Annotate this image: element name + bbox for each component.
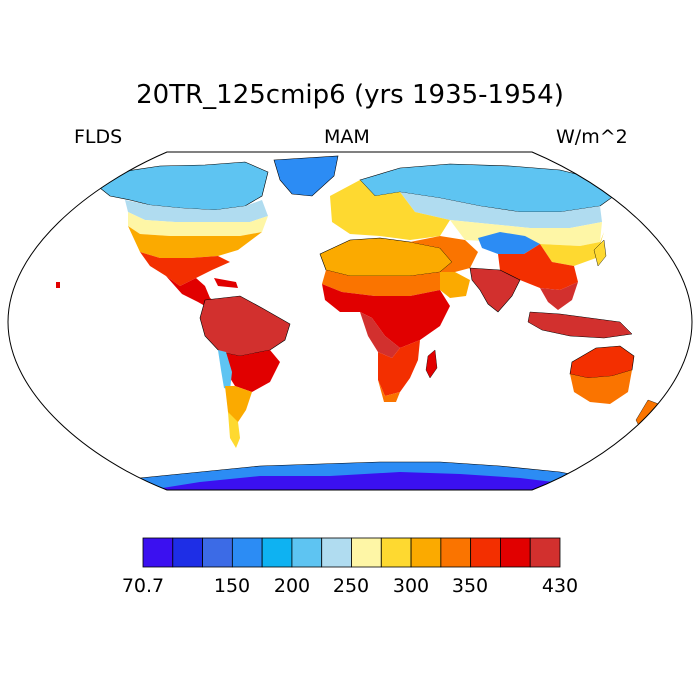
colorbar-box [202, 537, 233, 568]
north-america-mid-region [128, 212, 268, 236]
colorbar-tick-label: 250 [332, 575, 370, 597]
colorbar-tick-label: 150 [213, 575, 251, 597]
central-africa-region [322, 284, 450, 348]
colorbar [142, 537, 561, 568]
south-america-north-region [199, 295, 291, 357]
cape-region [378, 380, 400, 402]
greenland-region [273, 155, 339, 197]
colorbar-box [410, 537, 442, 568]
caribbean-region [214, 278, 238, 288]
australia-south-region [570, 370, 632, 404]
sahara-region [322, 270, 440, 296]
southern-africa-region [378, 340, 420, 396]
colorbar-tick-label: 70.7 [121, 575, 165, 597]
colorbar-tick-label: 430 [541, 575, 579, 597]
colorbar-tick-label: 300 [392, 575, 430, 597]
siberia-region [400, 192, 602, 228]
north-america-arctic-region [99, 161, 269, 211]
madagascar-region [425, 349, 438, 379]
china-region [498, 244, 578, 290]
north-america-south-region [140, 252, 230, 286]
globe-outline [7, 151, 693, 491]
colorbar-box [142, 537, 174, 568]
colorbar-box [529, 537, 561, 568]
andes-region [218, 350, 232, 390]
season-label: MAM [324, 126, 370, 148]
colorbar-box [380, 537, 412, 568]
middle-east-region [410, 236, 478, 272]
indonesia-region [527, 311, 633, 339]
colorbar-box [291, 537, 323, 568]
equatorial-africa-region [360, 312, 400, 358]
plot-title: 20TR_125cmip6 (yrs 1935-1954) [136, 80, 564, 110]
new-zealand-region [635, 399, 665, 429]
patagonia-region [228, 412, 240, 448]
europe-region [330, 180, 450, 240]
north-america-north-region [125, 200, 268, 222]
units-label: W/m^2 [556, 126, 628, 148]
colorbar-box [261, 537, 293, 568]
japan-region [593, 239, 607, 267]
colorbar-box [440, 537, 472, 568]
east-asia-region [540, 232, 604, 266]
north-america-central-region [128, 226, 262, 258]
india-region [469, 267, 521, 313]
arabia-region [440, 272, 470, 298]
colorbar-box [470, 537, 501, 568]
colorbar-tick-label: 350 [451, 575, 489, 597]
antarctica-interior-region [150, 472, 570, 490]
variable-label: FLDS [74, 126, 123, 148]
colorbar-box [321, 537, 352, 568]
colorbar-box [500, 537, 531, 568]
colorbar-box [172, 537, 203, 568]
colorbar-tick-label: 200 [273, 575, 311, 597]
colorbar-box [231, 537, 263, 568]
hawaii-region [56, 282, 60, 288]
colorbar-box [351, 537, 382, 568]
southeast-asia-region [540, 282, 578, 310]
tibet-region [478, 232, 540, 254]
south-america-mid-region [220, 350, 280, 392]
land-regions [56, 155, 665, 490]
